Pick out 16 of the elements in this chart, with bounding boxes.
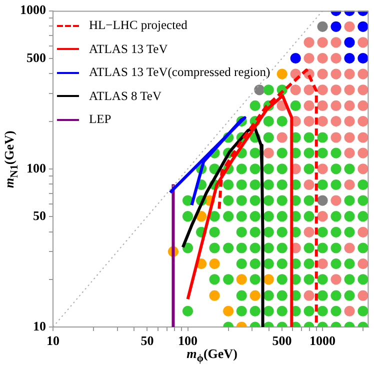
y-tick-label: 1000 [20, 2, 46, 18]
legend-label: ATLAS 13 TeV(compressed region) [89, 65, 270, 80]
legend-label: ATLAS 13 TeV [89, 42, 168, 57]
y-tick-label: 50 [33, 208, 46, 223]
legend-label: ATLAS 8 TeV [89, 88, 162, 104]
y-tick-label: 10 [33, 318, 46, 334]
y-tick-label: 500 [26, 50, 46, 65]
x-tick-label: 500 [272, 333, 292, 348]
x-tick-label: 50 [140, 333, 154, 348]
x-tick-label: 1000 [310, 333, 336, 348]
legend-label: HL−LHC projected [89, 18, 188, 34]
x-tick-label: 100 [178, 333, 198, 348]
y-tick-label: 100 [26, 160, 46, 176]
x-axis-title: m$_{ϕ}$(GeV) [186, 346, 238, 365]
x-tick-label: 10 [46, 333, 60, 348]
legend-label: LEP [89, 112, 112, 128]
